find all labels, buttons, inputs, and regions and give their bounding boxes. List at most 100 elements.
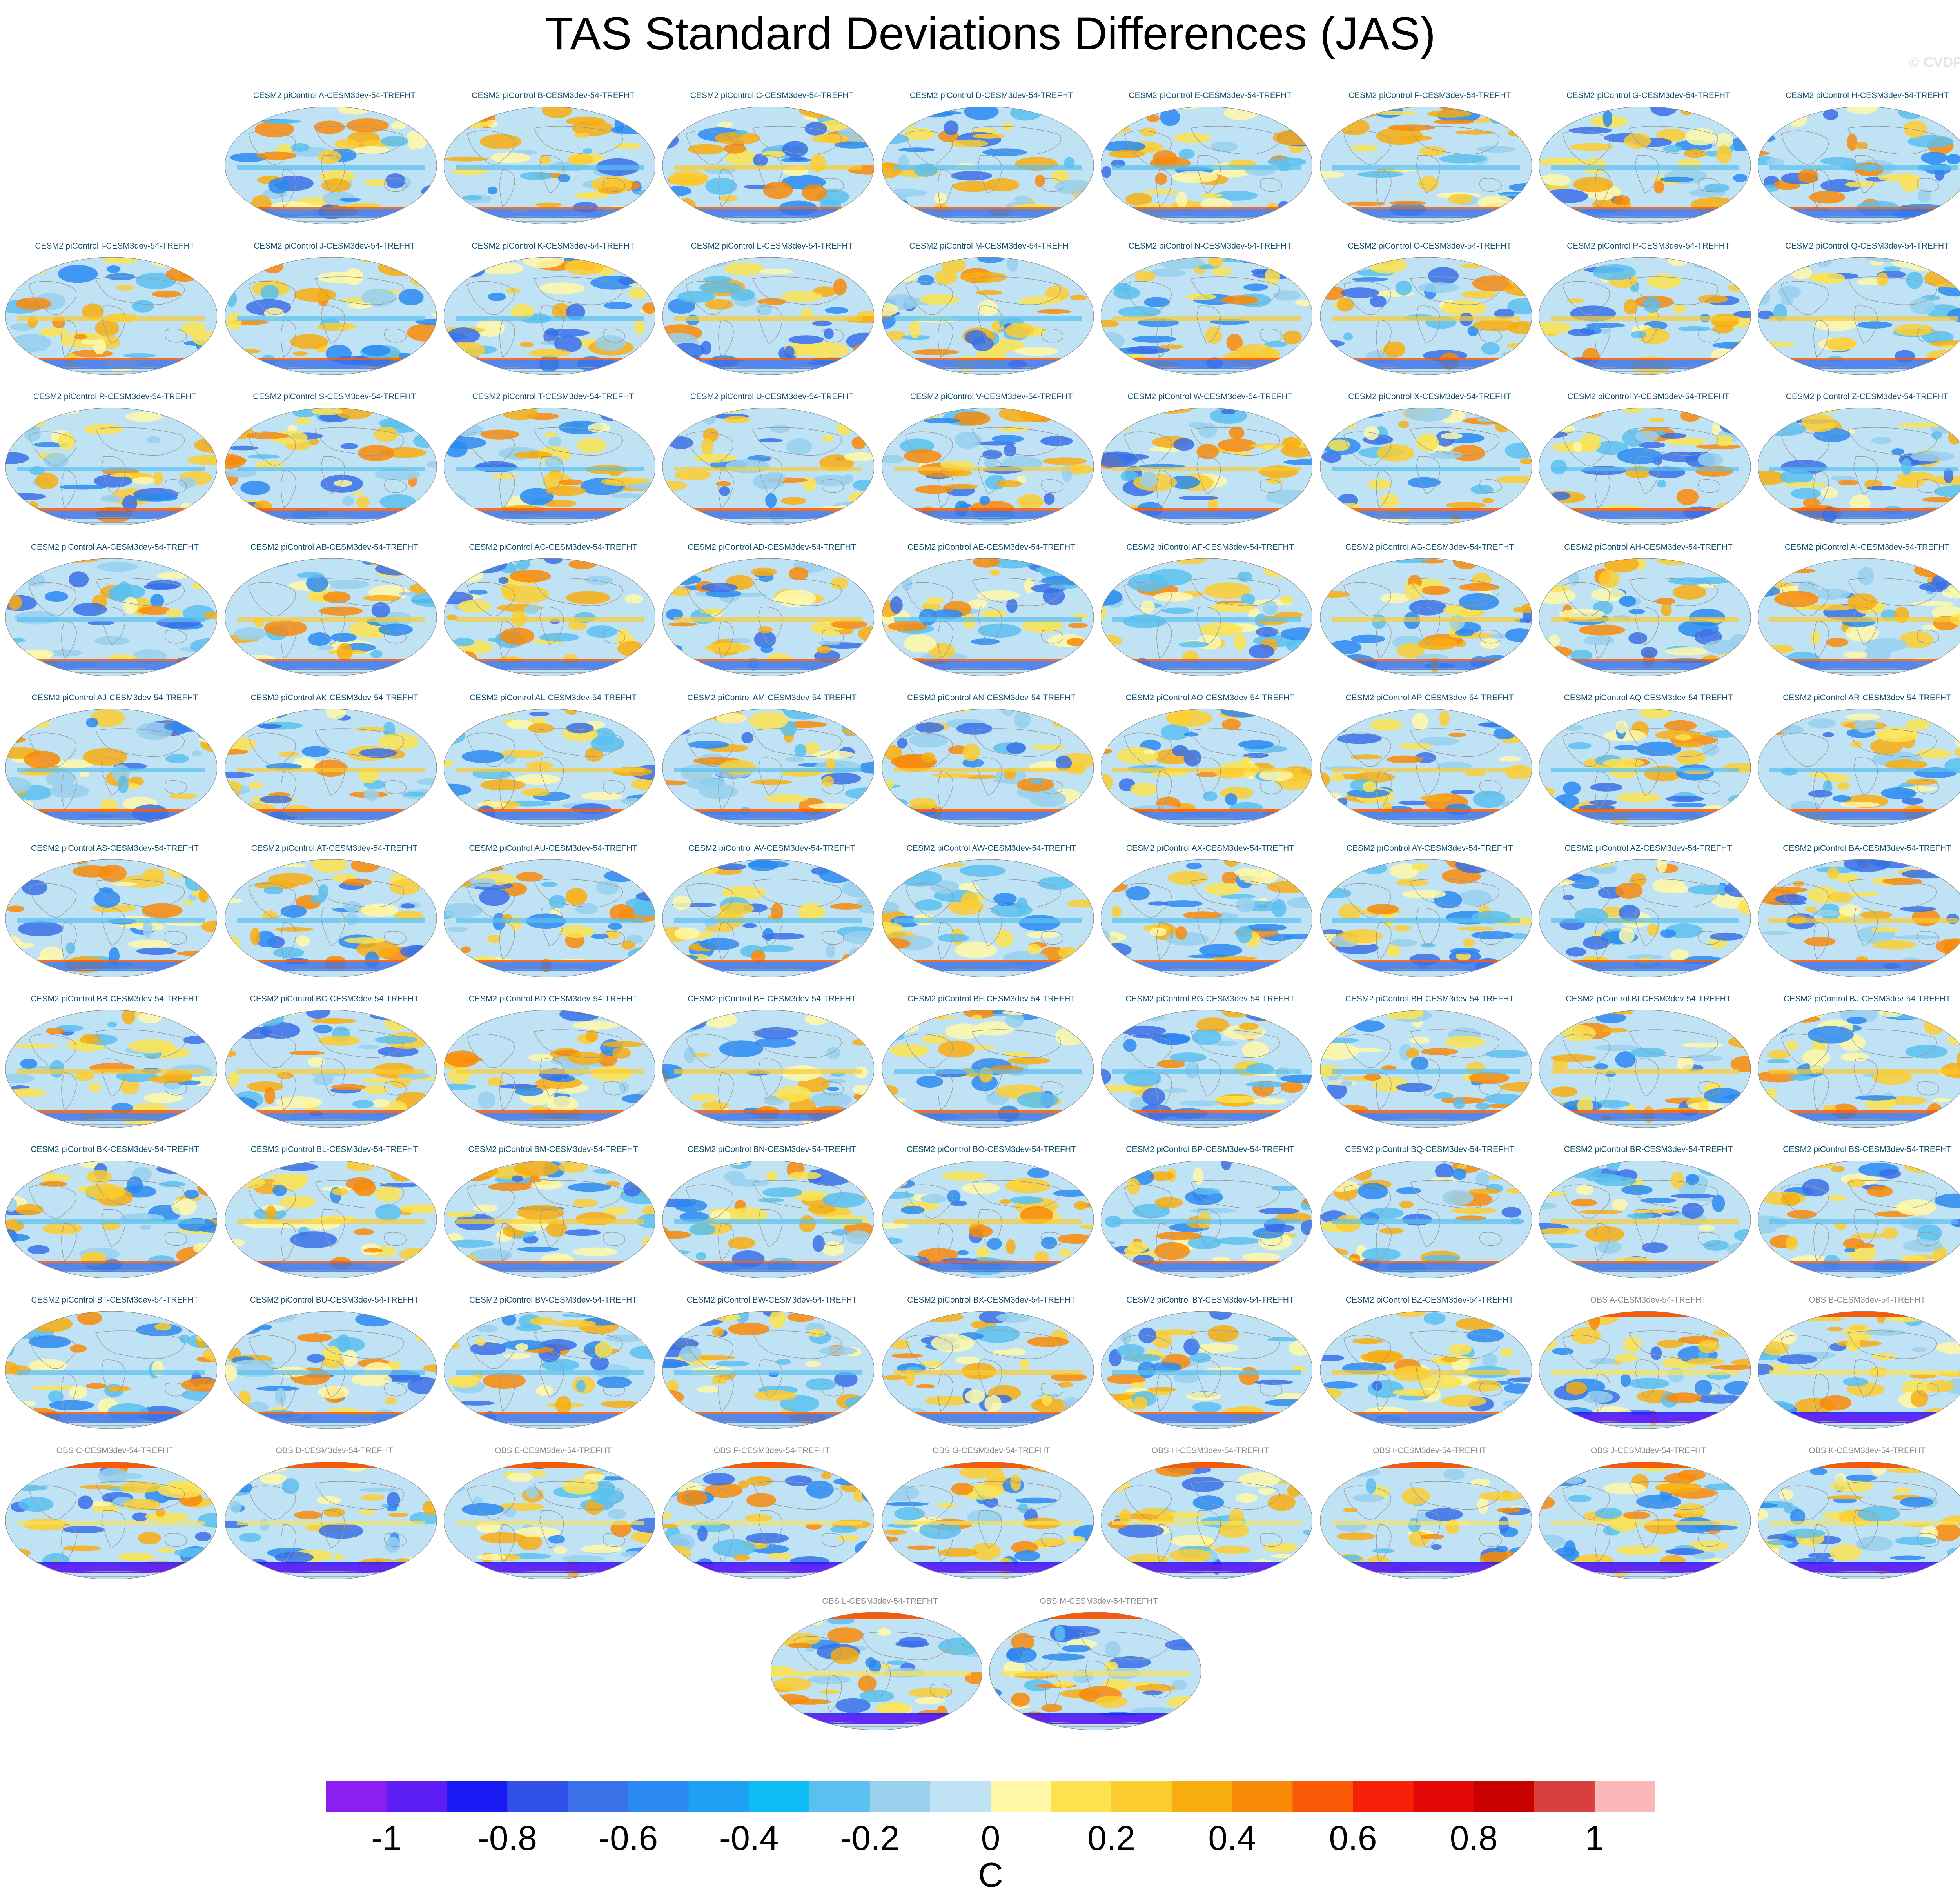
anomaly-patch (1407, 477, 1441, 488)
southern-ocean-edge (898, 1261, 1078, 1263)
anomaly-patch (364, 1085, 389, 1094)
tropical-band (1769, 1069, 1958, 1074)
tropical-band (894, 1219, 1082, 1224)
anomaly-patch (1935, 1193, 1960, 1208)
map-outline (444, 1311, 655, 1429)
anomaly-patch (1901, 1255, 1925, 1262)
anomaly-patch (1101, 604, 1106, 621)
coastline (1260, 1383, 1282, 1397)
anomaly-patch (1127, 1178, 1140, 1195)
coastline (248, 1485, 296, 1520)
coastline (384, 1081, 407, 1096)
anomaly-patch (170, 262, 209, 271)
coastline (1781, 1335, 1829, 1369)
anomaly-patch (1199, 943, 1242, 957)
anomaly-patch (1698, 1340, 1720, 1353)
coastline (467, 1485, 515, 1520)
anomaly-patch (159, 1181, 185, 1187)
anomaly-patch (1148, 901, 1169, 906)
coastline (534, 1029, 623, 1058)
anomaly-patch (1016, 475, 1027, 483)
map-outline (5, 709, 217, 827)
anomaly-patch (1347, 1048, 1383, 1053)
coastline (1562, 281, 1610, 315)
southern-ocean-band (1320, 661, 1532, 670)
anomaly-patch (1930, 663, 1960, 669)
anomaly-patch (808, 803, 855, 810)
anomaly-patch (1120, 1330, 1131, 1344)
anomaly-patch (333, 1554, 344, 1561)
anomaly-patch (684, 107, 708, 112)
anomaly-patch (1927, 1380, 1955, 1393)
anomaly-patch (837, 420, 853, 436)
anomaly-patch (85, 1383, 106, 1389)
anomaly-patch (833, 278, 847, 296)
anomaly-patch (24, 750, 60, 768)
anomaly-patch (1336, 733, 1382, 744)
map-panel: CESM2 piControl T-CESM3dev-54-TREFHT (444, 392, 662, 541)
anomaly-patch (1850, 741, 1862, 747)
anomaly-patch (476, 1325, 498, 1333)
tropical-band (1112, 768, 1301, 772)
anomaly-patch (1758, 269, 1770, 283)
coastline (1041, 479, 1063, 493)
anomaly-patch (1107, 558, 1128, 572)
coastline (905, 1034, 953, 1068)
anomaly-patch (597, 1376, 632, 1389)
coastline (534, 276, 623, 305)
anomaly-patch (297, 1333, 332, 1342)
anomaly-patch (16, 414, 46, 428)
anomaly-patch (311, 408, 343, 415)
anomaly-patch (818, 1346, 857, 1355)
map-plot (1758, 1311, 1960, 1429)
anomaly-patch (462, 1057, 483, 1062)
coastline (101, 456, 126, 494)
coastline (315, 879, 404, 908)
anomaly-patch (354, 1228, 374, 1235)
anomaly-patch (1940, 864, 1960, 872)
anomaly-patch (1361, 1248, 1401, 1261)
anomaly-patch (1615, 1051, 1636, 1068)
coastline (165, 1232, 187, 1246)
anomaly-patch (400, 903, 415, 909)
anomaly-patch (980, 609, 1007, 618)
anomaly-patch (1621, 1185, 1653, 1195)
anomaly-patch (147, 436, 161, 444)
anomaly-patch (922, 1034, 949, 1044)
anomaly-patch (1351, 277, 1388, 282)
anomaly-patch (233, 1161, 280, 1170)
anomaly-patch (1221, 719, 1241, 730)
anomaly-patch (399, 289, 424, 306)
anomaly-patch (343, 901, 362, 912)
coastline (1260, 630, 1282, 644)
anomaly-patch (1847, 1179, 1865, 1187)
coastline (1562, 130, 1610, 165)
southern-ocean-edge (241, 207, 421, 209)
anomaly-patch (1421, 1048, 1458, 1056)
southern-ocean-band (1758, 1263, 1960, 1272)
anomaly-patch (1665, 437, 1706, 446)
map-plot (1539, 709, 1751, 827)
map-panel: CESM2 piControl X-CESM3dev-54-TREFHT (1320, 392, 1539, 541)
map-plot (1758, 408, 1960, 525)
coastline (1156, 470, 1172, 509)
map-outline (1539, 408, 1751, 525)
map-plot (444, 1462, 655, 1579)
anomaly-patch (1041, 576, 1085, 586)
anomaly-patch (379, 494, 416, 510)
panel-title: CESM2 piControl T-CESM3dev-54-TREFHT (472, 392, 634, 401)
coastline (603, 1533, 625, 1547)
anomaly-patch (955, 431, 982, 449)
map-plot (225, 709, 437, 827)
anomaly-patch (1495, 1161, 1527, 1171)
anomaly-patch (1101, 1312, 1118, 1330)
anomaly-patch (225, 772, 254, 778)
panel-title: CESM2 piControl AJ-CESM3dev-54-TREFHT (31, 693, 198, 702)
anomaly-patch (1174, 558, 1207, 565)
anomaly-patch (274, 927, 314, 932)
anomaly-patch (461, 946, 471, 953)
anomaly-patch (289, 1050, 325, 1055)
anomaly-patch (1508, 413, 1532, 419)
anomaly-patch (632, 806, 646, 816)
arctic-band (272, 1462, 390, 1468)
